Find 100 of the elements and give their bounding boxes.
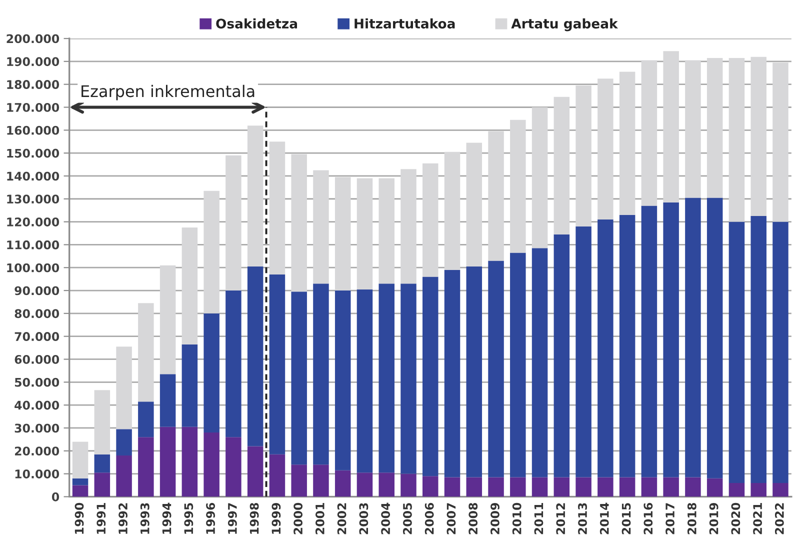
bar (444, 270, 460, 478)
bar (466, 142, 482, 266)
y-tick-label: 40.000 (14, 400, 60, 410)
y-tick-label: 100.000 (7, 263, 60, 272)
x-tick-label: 1992 (118, 503, 128, 534)
bar (138, 402, 154, 438)
bar (598, 220, 614, 478)
x-tick-label: 2022 (774, 503, 784, 534)
bar (226, 437, 242, 497)
y-tick-label: 80.000 (14, 309, 60, 318)
bar (160, 374, 176, 427)
x-tick-label: 1995 (184, 503, 194, 534)
y-tick-label: 170.000 (7, 102, 60, 112)
bar (488, 477, 504, 497)
y-tick-label: 130.000 (7, 194, 60, 204)
x-tick-label: 2017 (666, 503, 674, 534)
bar (706, 58, 723, 198)
bar (685, 198, 701, 478)
x-tick-label: 2002 (337, 503, 346, 534)
bar (226, 155, 242, 291)
x-tick-label: 1998 (250, 502, 259, 534)
legend-label: Hitzartutakoa (354, 18, 455, 29)
bar (510, 120, 526, 253)
bar (356, 289, 373, 473)
x-tick-label: 2020 (731, 502, 740, 534)
bar (532, 107, 548, 248)
y-tick-label: 190.000 (7, 57, 60, 66)
bar (619, 214, 636, 478)
y-tick-label: 200.000 (6, 34, 60, 44)
x-tick-label: 1993 (140, 503, 150, 534)
y-tick-label: 10.000 (15, 470, 60, 478)
bar (663, 51, 679, 202)
bar (247, 446, 264, 497)
bar (72, 485, 88, 497)
bar (400, 169, 416, 284)
bar (728, 58, 745, 222)
y-tick-label: 0 (52, 492, 60, 502)
x-tick-label: 2016 (644, 502, 653, 534)
bar (576, 85, 592, 226)
bar (598, 78, 614, 220)
bar (706, 478, 723, 497)
x-tick-label: 2003 (359, 503, 368, 534)
y-tick-label: 50.000 (14, 378, 60, 387)
bar (356, 472, 373, 497)
x-tick-label: 1997 (228, 503, 237, 534)
bar (554, 234, 570, 478)
bar (313, 464, 329, 497)
bar (138, 437, 154, 497)
x-tick-label: 2001 (315, 503, 324, 534)
y-tick-label: 70.000 (14, 332, 60, 341)
x-tick-label: 2009 (490, 503, 500, 534)
bar (663, 202, 679, 478)
bar (356, 178, 373, 290)
x-tick-label: 1999 (272, 503, 281, 534)
bar (576, 226, 592, 478)
y-tick-label: 160.000 (7, 126, 60, 135)
x-tick-label: 2013 (578, 503, 587, 534)
bar (291, 292, 307, 465)
bar (619, 477, 636, 497)
legend-label: Artatu gabeak (511, 18, 618, 32)
bar (772, 222, 788, 483)
bar (182, 426, 198, 497)
bar (772, 482, 788, 497)
x-tick-label: 2014 (600, 502, 609, 534)
x-tick-label: 2004 (381, 502, 390, 534)
bar (94, 390, 110, 454)
bar (750, 482, 766, 497)
bar (313, 170, 329, 284)
y-tick-label: 150.000 (7, 148, 60, 158)
x-tick-label: 2012 (556, 503, 566, 534)
bar (247, 266, 264, 446)
x-tick-label: 2019 (709, 503, 718, 534)
bar (291, 464, 307, 497)
bar (576, 477, 592, 497)
bar (400, 474, 416, 497)
bar (269, 454, 286, 497)
bar (247, 126, 264, 266)
bar (72, 478, 88, 486)
y-tick-label: 110.000 (7, 240, 60, 250)
x-tick-label: 2021 (753, 503, 762, 534)
bar (466, 266, 482, 478)
bar (378, 178, 394, 284)
bar (226, 290, 242, 438)
bar (685, 477, 701, 497)
bar (772, 62, 788, 222)
bar (510, 477, 526, 497)
bar (204, 190, 220, 314)
bar (313, 284, 329, 465)
bar (334, 177, 351, 291)
bar (554, 477, 570, 497)
bar (269, 142, 286, 274)
bar (204, 432, 220, 497)
bar (554, 96, 570, 234)
bar (378, 472, 394, 497)
bar (641, 60, 658, 206)
bar (466, 477, 482, 497)
bar (291, 154, 307, 292)
bar (750, 216, 766, 483)
bar (72, 442, 88, 478)
bar (532, 477, 548, 497)
